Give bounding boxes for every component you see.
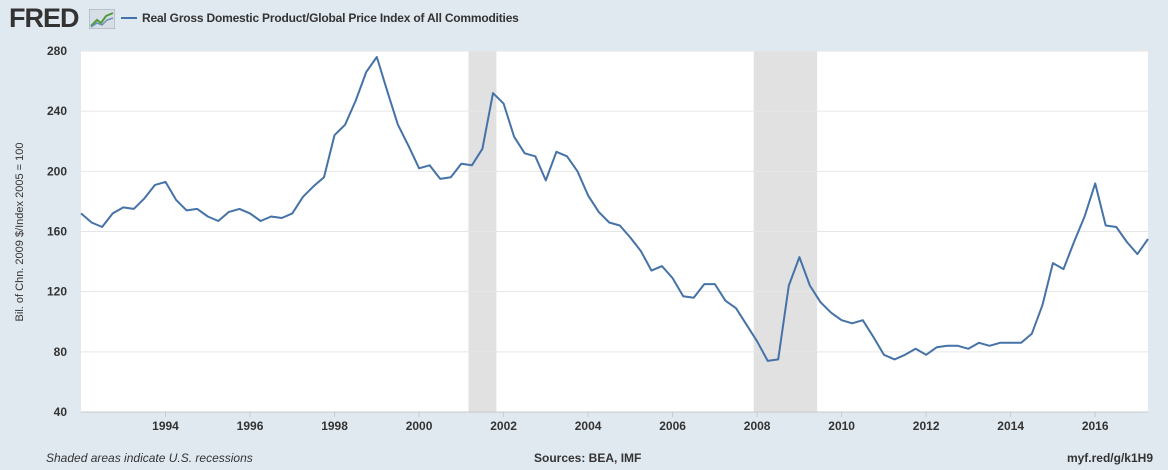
- y-axis-ticks: 40 80 120 160 200 240 280: [47, 44, 67, 419]
- x-axis-ticks: 1994 1996 1998 2000 2002 2004 2006 2008 2010 2012…: [81, 411, 1148, 433]
- recession-note: Shaded areas indicate U.S. recessions: [46, 451, 253, 465]
- header: FRED Real Gross Domestic Product/Global …: [0, 0, 1168, 40]
- x-tick-label: 2010: [828, 419, 855, 433]
- x-tick-label: 2002: [490, 419, 517, 433]
- series-layer: [80, 56, 1149, 362]
- x-tick-label: 2006: [659, 419, 686, 433]
- legend-label: Real Gross Domestic Product/Global Price…: [142, 11, 519, 25]
- fred-logo[interactable]: FRED: [9, 3, 79, 33]
- x-tick-label: 2016: [1082, 419, 1109, 433]
- fred-graph-icon: [89, 9, 115, 29]
- x-tick-label: 1996: [237, 419, 264, 433]
- y-tick-label: 240: [47, 104, 67, 118]
- sources-text: Sources: BEA, IMF: [534, 451, 642, 465]
- short-url-link[interactable]: myf.red/g/k1H9: [1066, 451, 1153, 465]
- y-tick-label: 160: [47, 225, 67, 239]
- x-tick-label: 2014: [997, 419, 1024, 433]
- x-tick-label: 1998: [321, 419, 348, 433]
- legend: Real Gross Domestic Product/Global Price…: [121, 11, 519, 25]
- y-tick-label: 80: [54, 345, 68, 359]
- y-tick-label: 280: [47, 44, 67, 58]
- legend-swatch: [121, 17, 137, 19]
- y-tick-label: 200: [47, 164, 67, 178]
- x-tick-label: 2004: [575, 419, 602, 433]
- y-axis-label: Bil. of Chn. 2009 $/Index 2005 = 100: [14, 143, 26, 322]
- x-tick-label: 1994: [152, 419, 179, 433]
- gridlines: [81, 50, 1148, 353]
- series-line[interactable]: [80, 56, 1149, 362]
- y-tick-label: 120: [47, 285, 67, 299]
- x-tick-label: 2012: [913, 419, 940, 433]
- x-tick-label: 2008: [744, 419, 771, 433]
- x-tick-label: 2000: [406, 419, 433, 433]
- y-tick-label: 40: [54, 405, 68, 419]
